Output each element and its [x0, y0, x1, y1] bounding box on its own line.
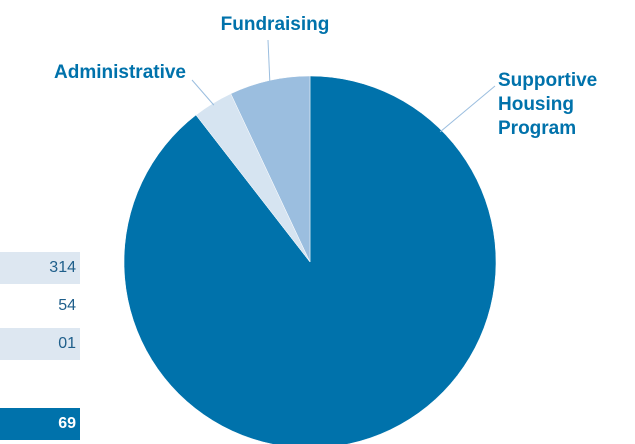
- pie-slices: [123, 75, 497, 444]
- slice-labels: Supportive Housing Program Administrative Fu…: [54, 14, 597, 139]
- leader-line: [267, 39, 271, 83]
- slice-label: Administrative: [54, 62, 186, 83]
- leader-line: [191, 79, 215, 106]
- leader-lines: [191, 39, 496, 133]
- table-total-row: 69: [0, 408, 80, 440]
- budget-table-fragment: 314 54 01 69: [0, 0, 80, 444]
- table-row: 54: [58, 297, 76, 314]
- table-row: 01: [0, 328, 80, 360]
- slice-label: Fundraising: [221, 14, 330, 35]
- slice-label: Supportive Housing Program: [498, 70, 597, 139]
- leader-line: [439, 85, 496, 133]
- table-row: 314: [0, 252, 80, 284]
